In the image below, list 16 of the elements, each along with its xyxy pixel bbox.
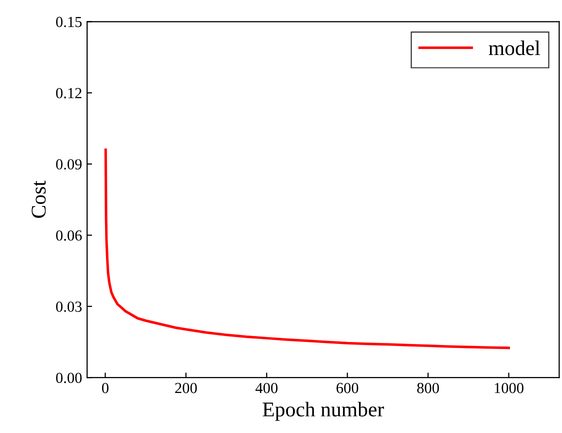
x-axis-title: Epoch number <box>262 402 384 421</box>
x-tick-label: 0 <box>102 382 109 394</box>
y-axis-title: Cost <box>32 180 46 218</box>
x-tick-label: 200 <box>175 382 197 394</box>
legend-label: model <box>488 40 540 56</box>
line-series <box>104 148 510 350</box>
x-tick-label: 1000 <box>494 382 524 394</box>
x-tick-label: 400 <box>256 382 278 394</box>
y-tick-label: 0.00 <box>56 372 82 384</box>
y-tick-label: 0.03 <box>56 302 82 312</box>
y-tick-label: 0.06 <box>56 230 82 241</box>
y-tick-label: 0.12 <box>56 88 82 98</box>
y-tick-label: 0.15 <box>56 16 82 28</box>
x-tick-label: 600 <box>336 382 358 394</box>
x-tick-label: 800 <box>417 382 439 394</box>
y-tick-label: 0.09 <box>56 159 82 170</box>
